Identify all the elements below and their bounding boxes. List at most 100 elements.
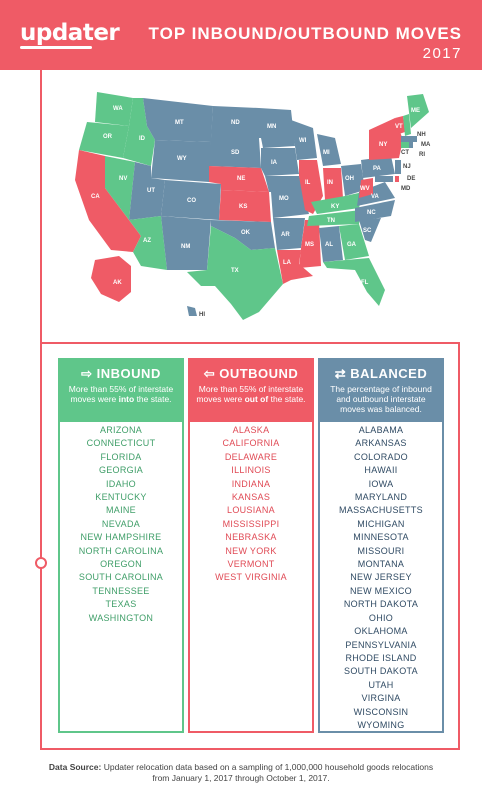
balanced-state-item: SOUTH DAKOTA <box>344 666 418 677</box>
map-label: NE <box>237 176 245 182</box>
outbound-state-item: INDIANA <box>231 478 271 489</box>
balanced-state-item: IOWA <box>368 478 394 489</box>
balanced-state-item: MISSOURI <box>357 545 405 556</box>
page-title: TOP INBOUND/OUTBOUND MOVES <box>148 24 462 43</box>
state-VT <box>395 116 405 134</box>
map-label: VT <box>395 124 403 130</box>
state-MO <box>265 176 309 218</box>
state-WI <box>291 120 317 160</box>
outbound-state-item: MISSISSIPPI <box>222 518 280 529</box>
state-AZ <box>129 216 167 270</box>
map-label: KY <box>331 204 339 210</box>
map-label: TX <box>231 268 239 274</box>
frame-line <box>40 342 460 344</box>
outbound-state-item: NEBRASKA <box>225 532 277 543</box>
arrow-right-icon: ⇨ <box>81 366 97 381</box>
state-CT <box>401 142 409 148</box>
balanced-state-list: ALABAMA ARKANSAS COLORADO HAWAII IOWA MARYLAN… <box>320 424 442 732</box>
inbound-state-item: TEXAS <box>105 599 137 610</box>
state-RI <box>409 142 413 148</box>
balanced-state-item: MONTANA <box>357 559 405 570</box>
state-VA <box>357 182 395 206</box>
balanced-state-item: MINNESOTA <box>353 532 409 543</box>
balanced-panel: ⇄ BALANCED The percentage of inbound and… <box>318 358 444 733</box>
state-TN <box>307 210 361 226</box>
map-label: NY <box>379 142 387 148</box>
state-NH <box>403 114 411 136</box>
map-label: OR <box>103 134 113 140</box>
inbound-title: ⇨ INBOUND <box>81 366 161 381</box>
state-ND <box>211 106 259 138</box>
frame-line <box>458 342 460 750</box>
state-MD <box>375 176 393 182</box>
state-WY <box>151 140 211 182</box>
state-IA <box>261 148 299 176</box>
map-label: AZ <box>143 238 151 244</box>
map-label: OK <box>241 230 251 236</box>
inbound-state-item: TENNESSEE <box>92 585 150 596</box>
state-OR <box>79 122 129 158</box>
map-label: IN <box>327 180 333 186</box>
state-SD <box>209 138 261 168</box>
us-map: WA OR CA NV ID MT WY UT AZ CO NM ND SD N… <box>75 92 431 320</box>
inbound-state-item: WASHINGTON <box>88 612 154 623</box>
state-IL <box>299 160 323 214</box>
map-label: MS <box>305 242 314 248</box>
map-label: AR <box>281 232 290 238</box>
balanced-state-item: OKLAHOMA <box>354 626 408 637</box>
state-AK <box>91 256 131 302</box>
page-year: 2017 <box>422 45 462 62</box>
map-label: IL <box>305 180 311 186</box>
map-label: WA <box>113 106 123 112</box>
header-banner: updater TOP INBOUND/OUTBOUND MOVES 2017 <box>0 0 482 70</box>
inbound-state-item: KENTUCKY <box>95 492 147 503</box>
state-MN <box>259 108 295 148</box>
outbound-header: ⇦ OUTBOUND More than 55% of interstate m… <box>190 360 312 422</box>
state-KS <box>219 190 271 222</box>
map-label: PA <box>373 166 382 172</box>
map-label: AL <box>325 242 333 248</box>
outbound-state-item: DELAWARE <box>224 451 278 462</box>
inbound-header: ⇨ INBOUND More than 55% of interstate mo… <box>60 360 182 422</box>
map-label: MD <box>401 186 411 192</box>
outbound-description: More than 55% of interstate moves were o… <box>196 384 306 404</box>
state-TX <box>187 226 283 320</box>
state-ID <box>123 98 155 166</box>
map-label: IA <box>271 160 278 166</box>
balanced-state-item: PENNSYLVANIA <box>345 639 417 650</box>
map-label: HI <box>199 312 205 318</box>
outbound-state-item: VERMONT <box>227 559 275 570</box>
inbound-state-item: NEVADA <box>101 518 141 529</box>
inbound-panel: ⇨ INBOUND More than 55% of interstate mo… <box>58 358 184 733</box>
inbound-state-item: GEORGIA <box>98 465 144 476</box>
balanced-description: The percentage of inbound and outbound i… <box>330 384 432 414</box>
outbound-state-item: ILLINOIS <box>231 465 271 476</box>
map-label: ME <box>411 108 420 114</box>
inbound-state-item: ARIZONA <box>99 425 143 435</box>
balanced-state-item: HAWAII <box>364 465 398 476</box>
inbound-state-item: CONNECTICUT <box>86 438 156 449</box>
map-label: VA <box>371 194 380 200</box>
state-FL <box>323 258 385 306</box>
balanced-state-item: ARKANSAS <box>355 438 407 449</box>
balanced-title: ⇄ BALANCED <box>334 366 428 381</box>
state-HI <box>187 306 197 316</box>
inbound-state-item: SOUTH CAROLINA <box>78 572 164 583</box>
map-label: KS <box>239 204 247 210</box>
data-source-note: Data Source: Updater relocation data bas… <box>48 762 434 783</box>
map-label: NV <box>119 176 127 182</box>
frame-line <box>40 748 460 750</box>
map-label: NH <box>417 132 426 138</box>
map-label: MO <box>279 196 289 202</box>
balanced-state-item: NEW MEXICO <box>349 585 412 596</box>
state-NV <box>105 156 135 220</box>
map-label: NM <box>181 244 190 250</box>
balanced-state-item: WISCONSIN <box>353 706 409 717</box>
balanced-state-item: UTAH <box>368 679 394 690</box>
state-CO <box>161 180 221 220</box>
balanced-state-item: COLORADO <box>354 451 408 462</box>
balanced-state-item: MICHIGAN <box>357 518 405 529</box>
swap-arrows-icon: ⇄ <box>334 366 351 381</box>
outbound-state-item: WEST VIRGINIA <box>215 572 287 583</box>
outbound-state-item: ALASKA <box>232 425 270 435</box>
